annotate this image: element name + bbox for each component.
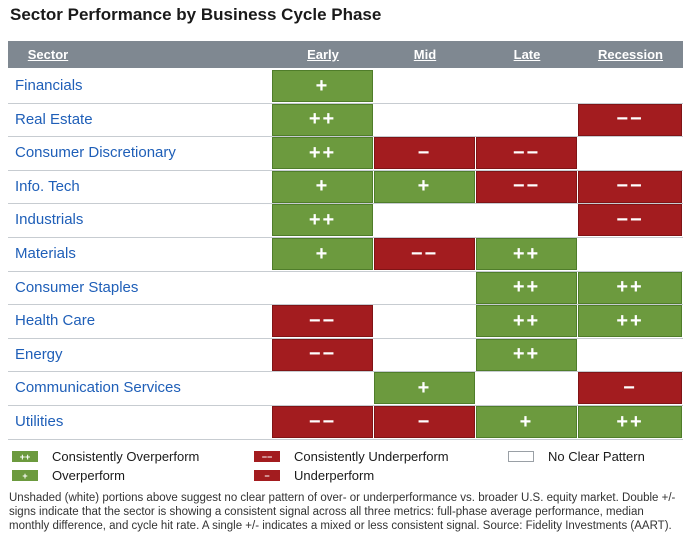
sector-label: Consumer Staples xyxy=(15,278,139,296)
signal-cell: ++ xyxy=(476,271,577,304)
row-divider xyxy=(8,203,683,205)
legend-consistently-overperform: ++ Consistently Overperform xyxy=(12,449,199,464)
row-divider xyxy=(8,102,683,104)
signal-cell: ++ xyxy=(578,305,682,338)
signal-cell: ++ xyxy=(272,204,373,237)
legend-label: No Clear Pattern xyxy=(548,449,645,464)
signal-cell: ++ xyxy=(476,305,577,338)
signal-cell: −− xyxy=(272,305,373,338)
sector-label: Industrials xyxy=(15,211,84,229)
signal-cell: − xyxy=(578,372,682,405)
sector-label: Communication Services xyxy=(15,379,181,397)
signal-cell: + xyxy=(374,170,475,203)
signal-cell: ++ xyxy=(578,271,682,304)
signal-cell: −− xyxy=(272,406,373,438)
sector-label: Health Care xyxy=(15,312,96,330)
table-header: Sector Early Mid Late Recession xyxy=(8,41,683,68)
signal-cell: + xyxy=(374,372,475,405)
legend-underperform: − Underperform xyxy=(254,468,374,483)
footnote: Unshaded (white) portions above suggest … xyxy=(9,492,676,532)
signal-cell: −− xyxy=(578,170,682,203)
row-divider xyxy=(8,337,683,339)
legend-label: Underperform xyxy=(294,468,375,483)
header-sector: Sector xyxy=(27,47,69,62)
signal-cell: − xyxy=(374,137,475,170)
signal-cell: −− xyxy=(578,103,682,136)
signal-cell: + xyxy=(272,238,373,270)
sector-label: Utilities xyxy=(15,413,64,430)
legend-label: Overperform xyxy=(52,468,125,483)
signal-cell: ++ xyxy=(272,137,373,170)
signal-cell: + xyxy=(272,70,373,102)
sector-label: Consumer Discretionary xyxy=(15,144,176,162)
legend-swatch-blank-icon xyxy=(508,451,534,462)
row-divider xyxy=(8,237,683,238)
signal-cell: ++ xyxy=(476,238,577,270)
row-divider xyxy=(8,405,683,406)
legend-swatch-double-minus-icon: −− xyxy=(254,451,280,462)
row-divider xyxy=(8,169,683,171)
legend-overperform: + Overperform xyxy=(12,468,125,483)
legend-swatch-double-plus-icon: ++ xyxy=(12,451,38,462)
sector-label: Info. Tech xyxy=(15,177,80,195)
legend-no-clear-pattern: No Clear Pattern xyxy=(508,449,645,464)
signal-cell: + xyxy=(476,406,577,438)
legend-label: Consistently Overperform xyxy=(52,449,200,464)
signal-cell: −− xyxy=(374,238,475,270)
header-early: Early xyxy=(307,47,339,62)
legend-label: Consistently Underperform xyxy=(294,449,449,464)
signal-cell: ++ xyxy=(272,103,373,136)
row-divider xyxy=(8,438,683,440)
row-divider xyxy=(8,371,683,373)
header-late: Late xyxy=(513,47,541,62)
sector-label: Financials xyxy=(15,77,83,94)
header-recession: Recession xyxy=(597,47,664,62)
legend-swatch-minus-icon: − xyxy=(254,470,280,481)
signal-cell: −− xyxy=(578,204,682,237)
signal-cell: −− xyxy=(272,338,373,371)
row-divider xyxy=(8,136,683,138)
signal-cell: −− xyxy=(476,137,577,170)
legend-swatch-plus-icon: + xyxy=(12,470,38,481)
sector-label: Energy xyxy=(15,345,63,363)
header-mid: Mid xyxy=(413,47,437,62)
signal-cell: ++ xyxy=(476,338,577,371)
chart-title: Sector Performance by Business Cycle Pha… xyxy=(10,5,382,24)
signal-cell: − xyxy=(374,406,475,438)
row-divider xyxy=(8,270,683,272)
signal-cell: −− xyxy=(476,170,577,203)
signal-cell: ++ xyxy=(578,406,682,438)
signal-cell: + xyxy=(272,170,373,203)
legend-consistently-underperform: −− Consistently Underperform xyxy=(254,449,449,464)
row-divider xyxy=(8,304,683,306)
sector-label: Materials xyxy=(15,245,76,262)
sector-label: Real Estate xyxy=(15,110,93,128)
